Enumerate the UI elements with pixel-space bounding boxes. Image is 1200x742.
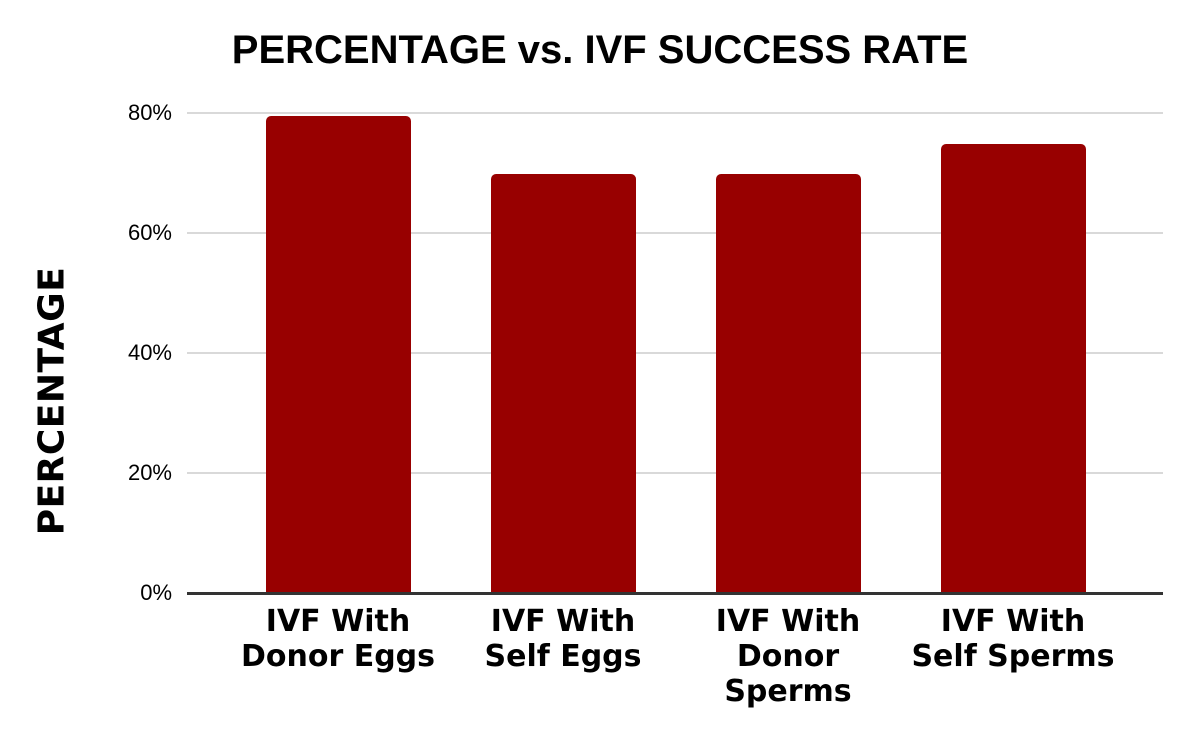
bar-ivf-with-self-sperms — [940, 144, 1086, 593]
y-tick-label: 80% — [127, 100, 172, 125]
gridline — [187, 232, 1163, 234]
bar-ivf-with-self-eggs — [490, 174, 636, 593]
x-axis-line — [187, 591, 1163, 595]
x-category-label-ivf-with-donor-sperms: IVF With Donor Sperms — [715, 604, 861, 709]
x-category-label-ivf-with-donor-eggs: IVF With Donor Eggs — [240, 604, 436, 674]
gridline — [187, 112, 1163, 114]
y-tick-label: 20% — [127, 460, 172, 485]
x-category-label-ivf-with-self-eggs: IVF With Self Eggs — [484, 604, 642, 674]
x-axis-labels: IVF With Donor Eggs IVF With Self Eggs IVF W… — [226, 604, 1126, 709]
y-tick-label: 60% — [127, 220, 172, 245]
gridline — [187, 352, 1163, 354]
y-tick-label: 40% — [127, 340, 172, 365]
gridline — [187, 472, 1163, 474]
chart-title: PERCENTAGE vs. IVF SUCCESS RATE — [231, 28, 969, 72]
bar-ivf-with-donor-sperms — [715, 174, 861, 593]
y-axis-title: PERCENTAGE — [31, 266, 73, 536]
x-category-label-ivf-with-self-sperms: IVF With Self Sperms — [911, 604, 1115, 674]
bars-group — [265, 73, 1086, 593]
bar-ivf-with-donor-eggs — [265, 116, 411, 593]
y-tick-label: 0% — [140, 580, 172, 605]
